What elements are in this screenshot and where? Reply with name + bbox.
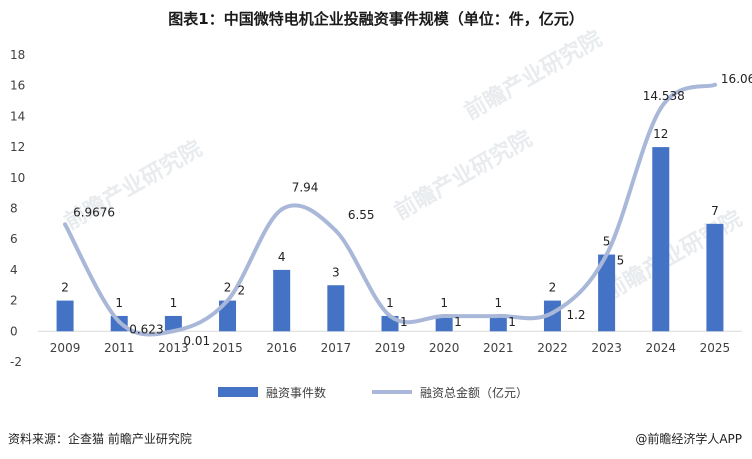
bar-series bbox=[56, 147, 724, 332]
bar bbox=[327, 285, 345, 332]
legend-bar-label: 融资事件数 bbox=[266, 385, 326, 400]
line-value-label: 14.538 bbox=[643, 89, 685, 103]
line-value-label: 6.55 bbox=[348, 208, 375, 222]
line-value-label: 1 bbox=[454, 315, 462, 329]
line-value-label: 6.9676 bbox=[73, 205, 115, 219]
x-tick-label: 2016 bbox=[266, 341, 297, 355]
line-point bbox=[550, 310, 555, 315]
x-tick-label: 2019 bbox=[375, 341, 406, 355]
line-value-label: 5 bbox=[617, 254, 625, 268]
line-series bbox=[63, 82, 717, 337]
x-tick-label: 2020 bbox=[429, 341, 460, 355]
line-value-label: 1.2 bbox=[566, 308, 585, 322]
x-tick-label: 2024 bbox=[645, 341, 676, 355]
line-point bbox=[63, 222, 68, 227]
line-value-label: 0.623 bbox=[129, 323, 163, 337]
bar-value-label: 3 bbox=[332, 265, 340, 279]
bar-value-label: 2 bbox=[61, 281, 69, 295]
legend-line-label: 融资总金额（亿元） bbox=[420, 385, 528, 400]
bar-value-label: 2 bbox=[224, 281, 232, 295]
legend-bar-swatch bbox=[218, 387, 258, 397]
x-tick-label: 2022 bbox=[537, 341, 568, 355]
y-tick-label: 12 bbox=[10, 140, 25, 154]
line-point bbox=[117, 319, 122, 324]
legend: 融资事件数 融资总金额（亿元） bbox=[218, 385, 528, 400]
line-value-label: 1 bbox=[400, 315, 408, 329]
line-point bbox=[712, 82, 717, 87]
y-tick-label: 4 bbox=[10, 263, 18, 277]
bar-value-label: 1 bbox=[386, 296, 394, 310]
y-tick-label: -2 bbox=[10, 355, 22, 369]
line-value-label: 0.01 bbox=[183, 334, 210, 348]
y-tick-label: 6 bbox=[10, 232, 18, 246]
y-tick-label: 8 bbox=[10, 202, 18, 216]
bar-value-label: 12 bbox=[653, 127, 668, 141]
bar-value-label: 1 bbox=[440, 296, 448, 310]
x-tick-label: 2011 bbox=[104, 341, 135, 355]
line-value-label: 7.94 bbox=[292, 180, 319, 194]
x-tick-label: 2015 bbox=[212, 341, 243, 355]
watermark-text: 前瞻产业研究院 bbox=[460, 26, 606, 126]
y-tick-label: 18 bbox=[10, 48, 25, 62]
line-point bbox=[333, 228, 338, 233]
x-tick-label: 2021 bbox=[483, 341, 514, 355]
line-value-label: 1 bbox=[508, 315, 516, 329]
bar-value-label: 1 bbox=[494, 296, 502, 310]
credit-note: @前瞻经济学人APP bbox=[635, 432, 742, 446]
bar bbox=[219, 300, 237, 332]
bar bbox=[164, 315, 182, 332]
line-value-label: 2 bbox=[238, 284, 246, 298]
line-point bbox=[171, 329, 176, 334]
y-tick-label: 16 bbox=[10, 79, 25, 93]
x-tick-label: 2023 bbox=[591, 341, 622, 355]
watermark-text: 前瞻产业研究院 bbox=[390, 126, 536, 226]
source-note: 资料来源：企查猫 前瞻产业研究院 bbox=[8, 432, 192, 446]
x-tick-label: 2025 bbox=[700, 341, 731, 355]
x-tick-label: 2009 bbox=[50, 341, 81, 355]
x-tick-label: 2017 bbox=[321, 341, 352, 355]
x-tick-label: 2013 bbox=[158, 341, 189, 355]
bar bbox=[706, 223, 724, 332]
bar-value-label: 1 bbox=[115, 296, 123, 310]
y-tick-label: 2 bbox=[10, 294, 18, 308]
line-point bbox=[604, 252, 609, 257]
line-point bbox=[279, 207, 284, 212]
y-tick-label: 14 bbox=[10, 109, 25, 123]
bar bbox=[273, 269, 291, 332]
bar bbox=[56, 300, 74, 332]
y-tick-label: 0 bbox=[10, 324, 18, 338]
chart-title: 图表1：中国微特电机企业投融资事件规模（单位：件，亿元） bbox=[168, 10, 584, 28]
bar-value-label: 4 bbox=[278, 250, 286, 264]
line-point bbox=[496, 313, 501, 318]
bar bbox=[435, 315, 453, 332]
line-value-label: 16.06 bbox=[721, 72, 752, 86]
line-point bbox=[658, 106, 663, 111]
bar bbox=[652, 147, 670, 332]
y-tick-label: 10 bbox=[10, 171, 25, 185]
line-point bbox=[442, 313, 447, 318]
bar bbox=[598, 254, 616, 332]
line-point bbox=[388, 313, 392, 318]
bar-value-label: 5 bbox=[603, 235, 611, 249]
line-point bbox=[225, 298, 230, 303]
watermark-text: 前瞻产业研究院 bbox=[60, 136, 206, 236]
bar-value-label: 7 bbox=[711, 204, 719, 218]
bar-value-label: 1 bbox=[170, 296, 178, 310]
bar bbox=[489, 315, 507, 332]
bar-value-label: 2 bbox=[549, 281, 557, 295]
